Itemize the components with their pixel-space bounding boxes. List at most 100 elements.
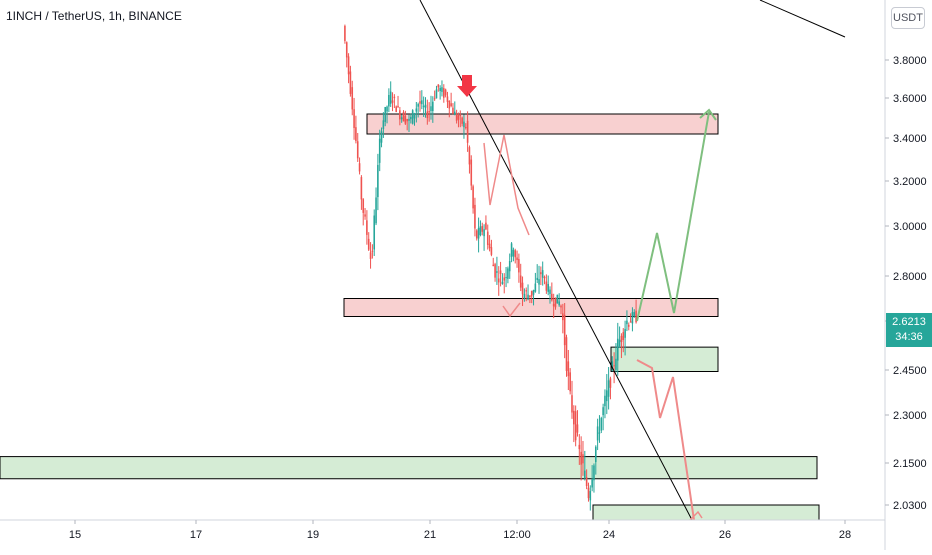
candle-body [507, 268, 509, 279]
candle [355, 115, 357, 144]
candle [474, 197, 476, 237]
candle-body [362, 199, 365, 213]
candle-body [444, 89, 447, 96]
candle [448, 100, 451, 118]
candle-body [453, 111, 456, 115]
candle-body [534, 283, 537, 292]
candle [347, 53, 350, 84]
candle-body [580, 451, 582, 465]
candle [477, 217, 480, 253]
candle-body [598, 432, 601, 434]
candle-body [616, 338, 619, 361]
past-projection-arrow [502, 302, 521, 318]
zones-layer [0, 113, 820, 521]
candle [571, 380, 573, 419]
candle-body [567, 361, 570, 377]
candle [472, 184, 474, 214]
candle [600, 416, 603, 434]
candle-body [410, 116, 412, 120]
candle [400, 114, 403, 123]
candle-body [366, 220, 368, 235]
candle-body [508, 260, 511, 272]
candle-body [437, 84, 440, 88]
candle [565, 334, 568, 377]
candle-body [556, 294, 559, 304]
bearish-arrowhead [689, 510, 703, 521]
candle [545, 274, 548, 294]
candle-body [622, 332, 625, 341]
candle-body [635, 310, 637, 323]
candle-body [629, 321, 632, 323]
candle-body [457, 115, 460, 120]
candle [464, 123, 467, 130]
candle [629, 313, 632, 323]
candle [532, 289, 535, 306]
candle-body [466, 120, 469, 143]
candle-body [560, 305, 562, 308]
x-tick-label: 17 [190, 529, 202, 541]
currency-button[interactable]: USDT [891, 7, 925, 29]
candle [408, 114, 410, 132]
candle [622, 328, 625, 353]
candle-body [594, 446, 597, 463]
x-tick-label: 12:00 [503, 529, 531, 541]
y-tick-label: 2.1500 [893, 458, 927, 470]
candle [386, 105, 388, 124]
candle [518, 253, 520, 283]
candle [468, 145, 471, 174]
candle-body [399, 110, 401, 120]
candle [604, 389, 606, 419]
candle [402, 110, 405, 122]
candle-body [633, 312, 636, 316]
bearish-projection [636, 359, 695, 521]
candle-body [430, 106, 432, 111]
candle-body [433, 98, 436, 100]
candle-body [492, 264, 495, 267]
candle [554, 297, 557, 310]
candle-body [518, 258, 520, 273]
candle [558, 293, 560, 307]
x-tick-label: 21 [424, 529, 436, 541]
candle [497, 266, 500, 296]
candle-body [565, 337, 568, 371]
candle [455, 109, 458, 124]
candle [529, 295, 531, 304]
candle-body [620, 335, 623, 343]
candle-body [369, 252, 372, 259]
candle-body [569, 372, 571, 392]
candle-body [450, 103, 452, 106]
candle [439, 85, 441, 100]
candle-body [602, 407, 604, 416]
candle-body [364, 214, 366, 217]
candle-body [415, 108, 418, 112]
candle-body [605, 390, 608, 402]
candle-body [474, 204, 476, 229]
candle-body [576, 424, 579, 433]
candle [377, 153, 379, 211]
candle [378, 129, 381, 172]
candle [479, 220, 482, 237]
candle-body [393, 96, 396, 99]
candle-body [591, 479, 593, 488]
candle-body [360, 177, 363, 200]
downtrend-line-upper [759, 0, 846, 38]
candle [523, 288, 526, 302]
candle [573, 405, 575, 443]
candle [457, 112, 460, 128]
bar-countdown: 34:36 [895, 331, 923, 343]
candle [574, 405, 577, 447]
candle-body [549, 289, 551, 294]
candle [626, 310, 628, 332]
candle-body [481, 226, 484, 232]
candle-body [441, 87, 443, 92]
candle-body [613, 365, 615, 367]
candle-body [607, 380, 610, 397]
candle [375, 187, 377, 226]
last-price-tag: 2.6213 34:36 [886, 313, 932, 347]
candle-body [496, 271, 498, 273]
candle [514, 248, 517, 264]
y-tick-label: 3.6000 [893, 93, 927, 105]
candle-body [428, 111, 430, 113]
